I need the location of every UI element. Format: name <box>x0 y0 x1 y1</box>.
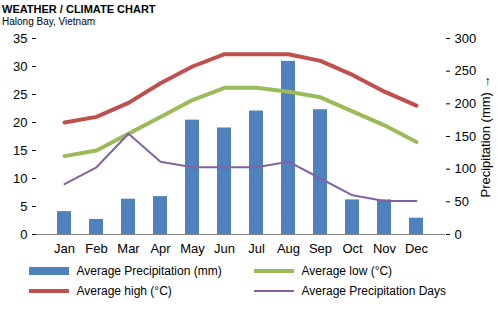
svg-text:300: 300 <box>455 31 477 46</box>
svg-text:Aug: Aug <box>277 241 300 256</box>
svg-text:May: May <box>180 241 205 256</box>
svg-text:100: 100 <box>455 161 477 176</box>
html-text:Average high (°C): Average high (°C) <box>76 284 172 298</box>
svg-text:Nov: Nov <box>373 241 397 256</box>
svg-text:Precipitation (mm) →: Precipitation (mm) → <box>478 75 493 197</box>
svg-text:150: 150 <box>455 129 477 144</box>
svg-text:Jan: Jan <box>54 241 75 256</box>
svg-text:25: 25 <box>13 87 27 102</box>
svg-text:0: 0 <box>20 227 27 242</box>
svg-text:Jun: Jun <box>214 241 235 256</box>
html-text:Average Precipitation (mm): Average Precipitation (mm) <box>76 264 222 278</box>
svg-text:Dec: Dec <box>405 241 429 256</box>
svg-text:35: 35 <box>13 31 27 46</box>
svg-text:50: 50 <box>455 194 469 209</box>
html-text:WEATHER / CLIMATE CHART: WEATHER / CLIMATE CHART <box>2 3 156 15</box>
html-text:Halong Bay, Vietnam: Halong Bay, Vietnam <box>2 16 95 27</box>
html-text:Average low (°C): Average low (°C) <box>301 264 393 278</box>
svg-text:Oct: Oct <box>342 241 363 256</box>
svg-text:Apr: Apr <box>150 241 171 256</box>
svg-text:Jul: Jul <box>248 241 265 256</box>
svg-text:Feb: Feb <box>85 241 107 256</box>
svg-text:0: 0 <box>455 227 462 242</box>
svg-text:15: 15 <box>13 143 27 158</box>
html-text:Average Precipitation Days: Average Precipitation Days <box>301 284 446 298</box>
svg-text:250: 250 <box>455 63 477 78</box>
svg-text:30: 30 <box>13 59 27 74</box>
svg-text:Mar: Mar <box>117 241 140 256</box>
svg-text:10: 10 <box>13 171 27 186</box>
svg-text:5: 5 <box>20 199 27 214</box>
svg-text:200: 200 <box>455 96 477 111</box>
svg-text:Sep: Sep <box>309 241 332 256</box>
svg-text:20: 20 <box>13 115 27 130</box>
